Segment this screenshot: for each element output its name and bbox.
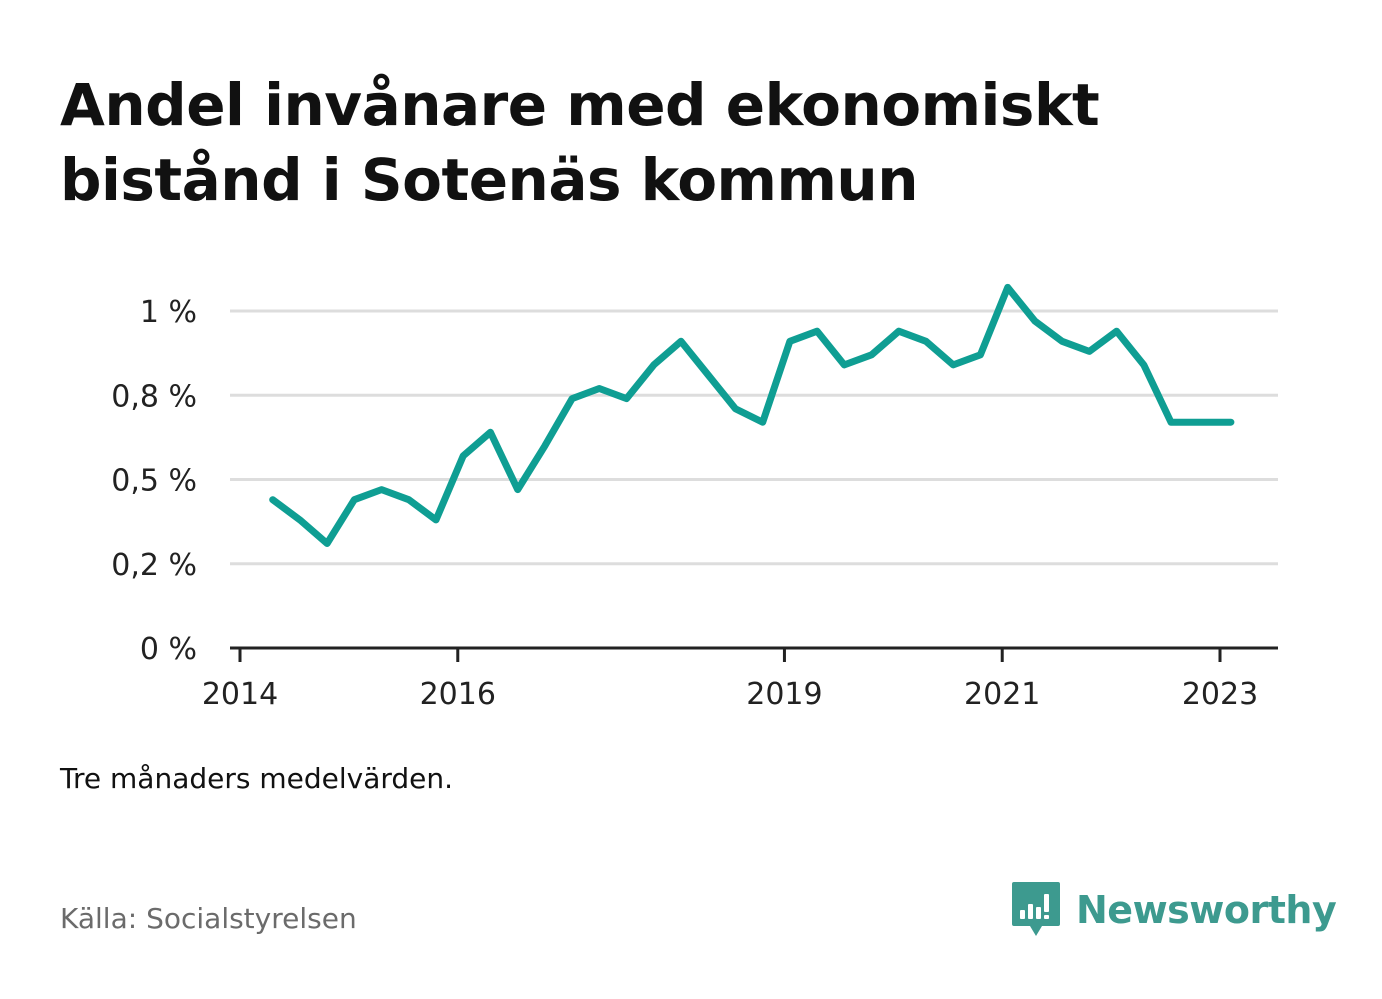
x-tick-label: 2019 (746, 677, 822, 712)
data-point (843, 364, 845, 366)
series-line (269, 283, 1235, 547)
data-point (1197, 421, 1199, 423)
data-point (898, 330, 900, 332)
gridlines (230, 309, 1278, 566)
data-point (925, 340, 927, 342)
data-points (272, 286, 1232, 545)
data-point (626, 398, 628, 400)
data-point (598, 388, 600, 390)
data-point (734, 408, 736, 410)
data-point (1061, 340, 1063, 342)
line-chart: 0 %0,2 %0,5 %0,8 %1 % 2014 2016 2019 2021 20… (111, 283, 1278, 712)
brand-logo: Newsworthy (1010, 880, 1337, 940)
data-point (462, 455, 464, 457)
data-point (1230, 421, 1232, 423)
data-point (544, 445, 546, 447)
y-tick-label: 0,5 % (111, 464, 197, 499)
data-point (489, 431, 491, 433)
y-tick-label: 0,8 % (111, 379, 197, 414)
x-tick-label: 2016 (420, 677, 496, 712)
data-point (381, 489, 383, 491)
data-point (1170, 421, 1172, 423)
data-point (979, 354, 981, 356)
data-point (1143, 364, 1145, 366)
data-point (871, 354, 873, 356)
brand-name: Newsworthy (1076, 888, 1337, 932)
data-point (653, 364, 655, 366)
x-tick-label: 2021 (964, 677, 1040, 712)
data-point (680, 340, 682, 342)
y-axis-tick-labels: 0 % 0,2 % 0,5 % 0,8 % 1 % (111, 295, 197, 667)
data-point (762, 421, 764, 423)
chart-note: Tre månaders medelvärden. (60, 762, 454, 795)
data-point (517, 489, 519, 491)
data-point (1224, 421, 1226, 423)
y-tick-label: 0 % (140, 632, 197, 667)
x-tick-label: 2014 (202, 677, 278, 712)
x-axis-ticks: 2014 2016 2019 2021 2023 (202, 648, 1258, 712)
x-tick-label: 2023 (1182, 677, 1258, 712)
data-point (272, 499, 274, 501)
newsworthy-logo-icon (1012, 882, 1060, 936)
data-point (789, 340, 791, 342)
data-point (326, 543, 328, 545)
data-point (435, 519, 437, 521)
data-point (571, 398, 573, 400)
y-tick-label: 1 % (140, 295, 197, 330)
data-point (707, 374, 709, 376)
data-point (353, 499, 355, 501)
data-point (1116, 330, 1118, 332)
data-point (299, 519, 301, 521)
chart-title: Andel invånare med ekonomiskt bistånd i … (60, 71, 1100, 214)
y-tick-label: 0,2 % (111, 548, 197, 583)
data-point (1088, 350, 1090, 352)
data-point (816, 330, 818, 332)
data-point (952, 364, 954, 366)
data-point (1034, 320, 1036, 322)
source-label: Källa: Socialstyrelsen (60, 902, 357, 935)
data-point (408, 499, 410, 501)
data-point (1007, 286, 1009, 288)
